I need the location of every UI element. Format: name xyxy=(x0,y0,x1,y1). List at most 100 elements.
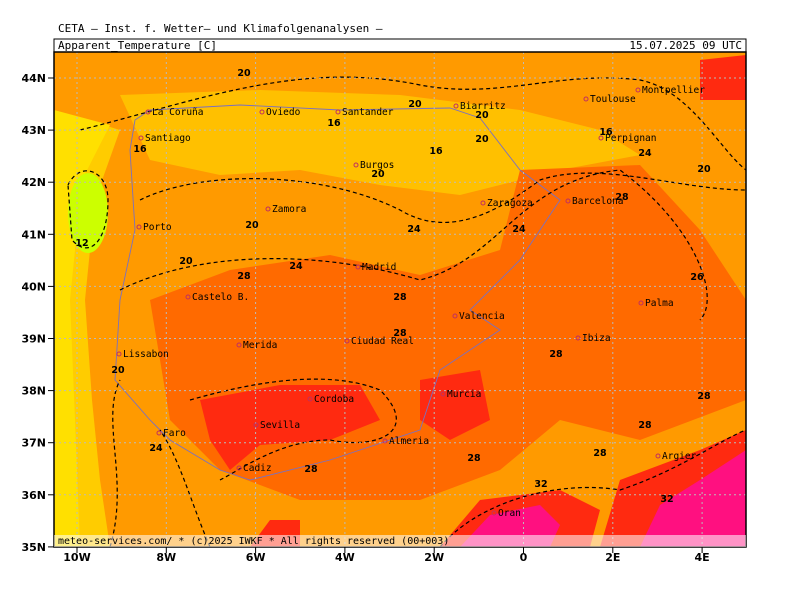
city-label: Castelo B. xyxy=(192,292,249,303)
lat-label: 38N xyxy=(21,385,46,398)
contour-label: 16 xyxy=(599,127,613,138)
parameter: Apparent_Temperature [C] xyxy=(58,39,217,52)
city-dot xyxy=(355,264,361,270)
contour-label: 28 xyxy=(593,448,607,459)
footer: meteo-services.com/ * (c)2025 IWKF * All… xyxy=(58,536,449,547)
city-dot xyxy=(335,109,341,115)
city-label: Perpignan xyxy=(605,133,656,144)
lat-label: 37N xyxy=(21,437,46,450)
contour-label: 28 xyxy=(615,192,629,203)
contour-line xyxy=(119,169,708,321)
city-label: La Coruña xyxy=(152,107,203,118)
contour-label: 28 xyxy=(549,349,563,360)
city-label: Palma xyxy=(645,298,674,309)
city-dot xyxy=(156,430,162,436)
contour-line xyxy=(67,170,109,249)
city-label: Montpellier xyxy=(642,85,705,96)
contour-label: 28 xyxy=(237,271,251,282)
contour-line xyxy=(439,429,746,547)
city-label: Porto xyxy=(143,222,172,233)
contour-line xyxy=(139,172,746,223)
contour-label: 32 xyxy=(660,494,673,505)
lat-label: 43N xyxy=(21,124,46,137)
city-label: Santander xyxy=(342,107,394,118)
city-dot xyxy=(655,453,661,459)
contour-label: 28 xyxy=(638,420,652,431)
city-dot xyxy=(307,396,313,402)
city-label: Faro xyxy=(163,428,186,439)
lon-label: 4W xyxy=(335,551,355,564)
lat-label: 39N xyxy=(21,333,46,346)
city-label: Valencia xyxy=(459,311,505,322)
city-label: Argier xyxy=(662,451,697,462)
city-dot xyxy=(138,135,144,141)
city-dot xyxy=(583,96,589,102)
city-label: Cadiz xyxy=(243,463,272,474)
footer-box xyxy=(54,535,746,547)
contour-label: 16 xyxy=(327,118,341,129)
lon-label: 0 xyxy=(520,551,528,564)
city-label: Lissabon xyxy=(123,349,169,360)
lat-label: 41N xyxy=(21,228,46,241)
lon-label: 6W xyxy=(246,551,266,564)
city-dot xyxy=(136,224,142,230)
contour-label: 20 xyxy=(237,68,251,79)
city-dot xyxy=(453,103,459,109)
contour-label: 28 xyxy=(393,292,407,303)
city-dot xyxy=(344,338,350,344)
city-dot xyxy=(236,342,242,348)
city-dot xyxy=(145,109,151,115)
city-label: Ciudad Real xyxy=(351,336,414,347)
city-dot xyxy=(635,87,641,93)
city-dot xyxy=(565,198,571,204)
city-dot xyxy=(253,422,259,428)
city-label: Zaragoza xyxy=(487,198,533,209)
contour-line xyxy=(79,76,746,171)
field-hot xyxy=(250,430,746,547)
contour-label: 16 xyxy=(429,146,443,157)
city-dot xyxy=(480,200,486,206)
field-hot xyxy=(700,55,746,100)
city-label: Sevilla xyxy=(260,420,300,431)
lon-label: 2E xyxy=(605,551,620,564)
lat-label: 44N xyxy=(21,72,46,85)
field xyxy=(54,52,746,547)
field-coolest xyxy=(68,173,108,253)
contour-label: 16 xyxy=(133,144,147,155)
graticule xyxy=(54,52,746,547)
city-label: Merida xyxy=(243,340,277,351)
field-hot xyxy=(420,370,490,440)
city-label: Oviedo xyxy=(266,107,301,118)
city-label: Barcelona xyxy=(572,196,623,207)
city-label: Burgos xyxy=(360,160,394,171)
city-label: Biarritz xyxy=(460,101,506,112)
city-dot xyxy=(598,135,604,141)
city-label: Madrid xyxy=(362,262,396,273)
field-cooler xyxy=(54,110,110,547)
city-label: Zamora xyxy=(272,204,306,215)
lat-label: 35N xyxy=(21,541,46,554)
contour-label: 28 xyxy=(304,464,318,475)
contour-label: 24 xyxy=(289,261,303,272)
city-label: Almeria xyxy=(389,436,429,447)
city-label: Oran xyxy=(498,508,521,519)
contour-label: 24 xyxy=(149,443,163,454)
contour-line xyxy=(109,379,211,547)
datetime: 15.07.2025 09 UTC xyxy=(629,39,742,52)
city-dot xyxy=(452,313,458,319)
city-dot xyxy=(236,465,242,471)
coastline xyxy=(114,104,561,481)
city-dot xyxy=(491,510,497,516)
contour-label: 26 xyxy=(690,272,704,283)
city-label: Santiago xyxy=(145,133,191,144)
contour-label: 20 xyxy=(111,365,125,376)
lon-label: 2W xyxy=(424,551,444,564)
lat-label: 40N xyxy=(21,280,46,293)
city-dot xyxy=(116,351,122,357)
contour-label: 20 xyxy=(408,99,422,110)
city-dot xyxy=(353,162,359,168)
lat-label: 36N xyxy=(21,489,46,502)
contour-label: 20 xyxy=(179,256,193,267)
